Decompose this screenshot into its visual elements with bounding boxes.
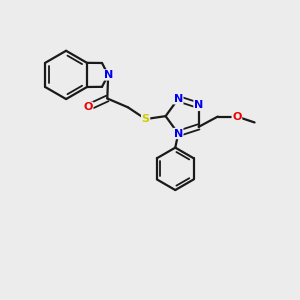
Text: N: N <box>174 128 183 139</box>
Text: N: N <box>103 70 113 80</box>
Text: N: N <box>174 94 183 104</box>
Text: N: N <box>194 100 203 110</box>
Text: O: O <box>83 102 93 112</box>
Text: S: S <box>142 114 150 124</box>
Text: O: O <box>232 112 242 122</box>
